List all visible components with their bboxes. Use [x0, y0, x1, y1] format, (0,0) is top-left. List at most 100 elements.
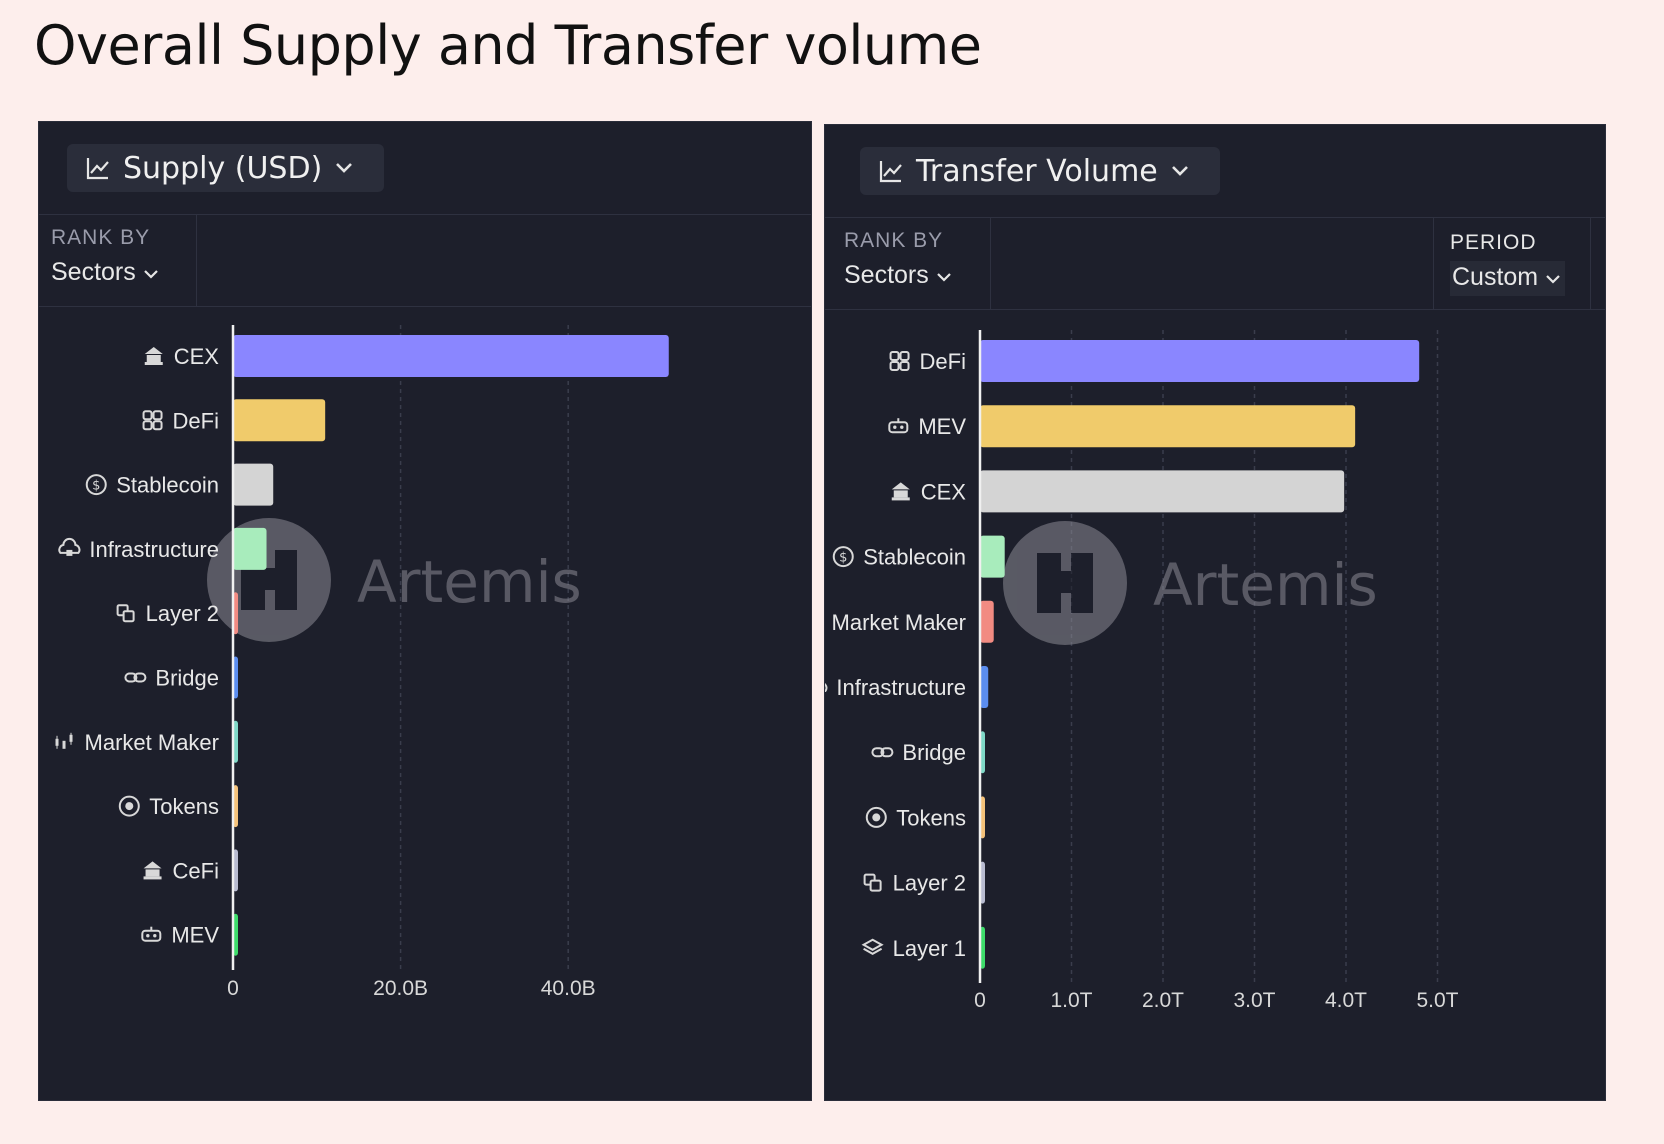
x-tick-label: 4.0T: [1325, 989, 1367, 1012]
bar-mev[interactable]: [980, 405, 1356, 448]
x-tick-label: 20.0B: [373, 977, 428, 1000]
x-tick-labels: 0 1.0T 2.0T 3.0T 4.0T 5.0T: [974, 989, 1459, 1012]
category-label: Layer 2: [146, 601, 219, 626]
category-label: Tokens: [149, 794, 219, 819]
category-label: Layer 2: [893, 871, 966, 896]
target-icon: [118, 795, 140, 817]
defi-grid-icon: [142, 410, 163, 431]
category-label: CeFi: [173, 858, 219, 883]
gridlines: [399, 325, 569, 970]
bar-defi[interactable]: [233, 399, 326, 442]
robot-icon: [888, 418, 909, 434]
bar-infrastructure[interactable]: [980, 666, 989, 708]
category-label: DeFi: [920, 349, 966, 374]
supply-panel: Supply (USD) RANK BY Sectors Artemis CEX D…: [38, 121, 812, 1101]
link-icon: [871, 747, 894, 758]
cube-icon: [861, 938, 884, 955]
x-tick-label: 0: [974, 989, 986, 1012]
bars: [980, 340, 1420, 969]
svg-text:$: $: [839, 551, 847, 566]
rank-by-label: RANK BY: [51, 226, 151, 249]
metric-selector-button[interactable]: Supply (USD): [67, 144, 385, 192]
category-label: Infrastructure: [836, 675, 966, 700]
watermark-text: Artemis: [1153, 551, 1378, 619]
category-label: MEV: [918, 414, 966, 439]
defi-grid-icon: [889, 351, 910, 371]
bar-infrastructure[interactable]: [233, 527, 267, 570]
category-label: Layer 1: [893, 936, 966, 961]
robot-icon: [141, 926, 162, 942]
panel-header: Supply (USD): [39, 122, 811, 215]
metric-selector-button[interactable]: Transfer Volume: [860, 147, 1220, 195]
svg-text:$: $: [92, 479, 100, 494]
period-filter[interactable]: PERIOD Custom: [1433, 217, 1591, 309]
line-chart-icon: [86, 158, 109, 180]
bar-cex[interactable]: [980, 470, 1345, 513]
chevron-down-icon: [936, 273, 951, 282]
category-label: Stablecoin: [116, 473, 219, 498]
artemis-watermark: Artemis: [1003, 521, 1378, 645]
bars: [233, 335, 669, 956]
rank-by-dropdown[interactable]: Sectors: [51, 258, 196, 287]
rank-by-value: Sectors: [844, 261, 929, 289]
category-label: Infrastructure: [89, 537, 219, 562]
dollar-coin-icon: $: [832, 546, 854, 568]
category-label: CEX: [174, 344, 220, 369]
metric-label: Supply (USD): [123, 150, 323, 186]
x-tick-label: 40.0B: [541, 977, 596, 1000]
rank-by-value: Sectors: [51, 258, 136, 286]
category-label: Bridge: [155, 666, 219, 691]
panel-header: Transfer Volume: [825, 125, 1605, 218]
category-label: Bridge: [902, 740, 966, 765]
bar-stablecoin[interactable]: [233, 463, 274, 506]
chevron-down-icon: [1171, 166, 1188, 176]
rank-by-filter[interactable]: RANK BY Sectors: [825, 217, 991, 309]
category-labels: DeFi MEV CEX Stablecoin $ Market Maker Infrast…: [825, 349, 966, 961]
dollar-coin-icon: $: [85, 474, 107, 496]
bar-stablecoin[interactable]: [980, 535, 1005, 578]
link-icon: [124, 672, 147, 683]
bar-defi[interactable]: [980, 340, 1420, 382]
bar-market-maker[interactable]: [980, 600, 994, 643]
x-tick-label: 3.0T: [1233, 989, 1275, 1012]
gridlines: [1070, 330, 1439, 983]
bank-icon: [891, 482, 910, 501]
cloud-lock-icon: [825, 683, 828, 692]
category-label: Stablecoin: [863, 545, 966, 570]
bank-icon: [143, 861, 162, 880]
chevron-down-icon: [143, 270, 158, 279]
x-tick-label: 1.0T: [1050, 989, 1092, 1012]
layers-icon: [116, 604, 135, 623]
rank-by-label: RANK BY: [844, 229, 944, 252]
period-label: PERIOD: [1450, 231, 1537, 254]
line-chart-icon: [879, 161, 902, 183]
rank-by-filter[interactable]: RANK BY Sectors: [39, 214, 197, 306]
x-tick-labels: 0 20.0B 40.0B: [227, 977, 595, 1000]
chevron-down-icon: [1546, 275, 1560, 284]
page-title: Overall Supply and Transfer volume: [34, 14, 982, 77]
x-tick-label: 2.0T: [1142, 989, 1184, 1012]
market-maker-icon: [55, 732, 73, 749]
bar-cex[interactable]: [233, 335, 669, 377]
category-label: DeFi: [173, 408, 219, 433]
bank-icon: [144, 347, 163, 365]
filter-row: RANK BY Sectors PERIOD Custom: [825, 217, 1605, 310]
category-label: MEV: [171, 923, 219, 948]
cloud-lock-icon: [58, 537, 81, 556]
x-tick-label: 0: [227, 977, 239, 1000]
transfer-volume-panel: Transfer Volume RANK BY Sectors PERIOD C…: [824, 124, 1606, 1101]
filter-row: RANK BY Sectors: [39, 214, 811, 307]
category-label: Market Maker: [832, 610, 966, 635]
rank-by-dropdown[interactable]: Sectors: [844, 261, 990, 290]
target-icon: [865, 806, 887, 828]
category-labels: CEX DeFi Stablecoin $ Infrastructure Layer 2 B…: [55, 344, 220, 948]
metric-label: Transfer Volume: [916, 153, 1158, 189]
watermark-text: Artemis: [357, 548, 582, 616]
chevron-down-icon: [336, 163, 353, 173]
x-tick-label: 5.0T: [1416, 989, 1458, 1012]
bar-layer-2[interactable]: [233, 592, 239, 635]
transfer-volume-bar-chart: Artemis DeFi MEV CEX Stablecoin $ Market Maker…: [825, 330, 1459, 1012]
period-dropdown[interactable]: Custom: [1450, 261, 1566, 296]
supply-bar-chart: Artemis CEX DeFi Stablecoin $ Infrastructure L…: [55, 325, 669, 1000]
category-label: Market Maker: [85, 730, 219, 755]
